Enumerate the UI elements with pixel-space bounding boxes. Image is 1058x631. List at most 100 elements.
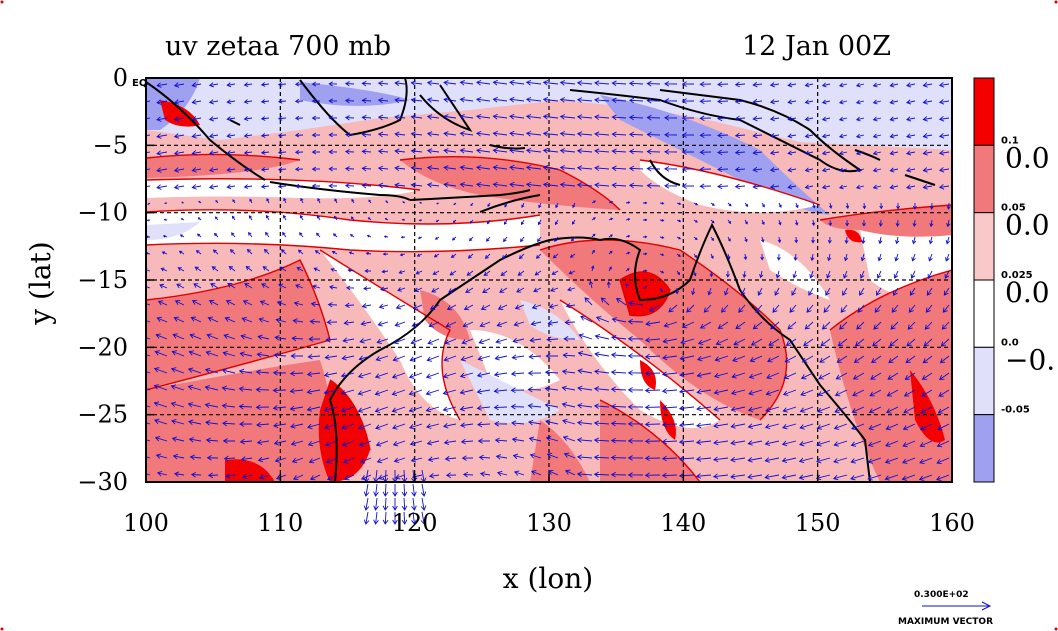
wind-vector (443, 422, 457, 429)
wind-vector (855, 116, 865, 122)
wind-vector (559, 97, 576, 103)
wind-vector (291, 457, 304, 464)
wind-vector (542, 165, 559, 171)
wind-vector (856, 321, 865, 330)
wind-vector (908, 304, 916, 313)
colorbar-level-label: -0.05 (1001, 405, 1030, 416)
wind-vector (311, 98, 321, 104)
wind-vector (821, 116, 831, 122)
wind-vector (146, 134, 151, 137)
wind-vector (459, 372, 474, 379)
wind-vector (375, 423, 389, 430)
wind-vector (449, 270, 457, 276)
wind-vector (760, 253, 765, 261)
wind-vector (611, 148, 627, 155)
wind-vector (311, 81, 321, 87)
wind-vector (755, 304, 763, 313)
wind-vector (278, 283, 287, 289)
wind-vector (838, 99, 848, 105)
wind-vector (274, 457, 287, 463)
contour-fill-region (160, 100, 200, 127)
wind-vector (187, 384, 202, 391)
wind-vector (332, 233, 338, 238)
wind-vector (699, 321, 712, 329)
wind-vector (885, 423, 899, 431)
wind-vector (542, 148, 559, 154)
wind-vector (785, 338, 797, 346)
wind-vector (205, 437, 219, 444)
wind-vector (382, 252, 389, 256)
wind-vector (559, 165, 576, 171)
wind-vector (527, 403, 542, 409)
wind-vector (576, 97, 593, 103)
wind-vector (765, 389, 780, 396)
wind-vector (173, 133, 185, 139)
wind-vector (260, 167, 270, 172)
wind-vector (842, 287, 848, 296)
wind-vector (222, 350, 236, 357)
wind-vector (492, 113, 508, 120)
wind-vector (552, 253, 559, 259)
wind-vector (661, 404, 678, 411)
wind-vector (328, 132, 338, 138)
wind-vector (625, 201, 631, 204)
wind-vector (938, 372, 950, 380)
wind-vector (724, 287, 729, 296)
x-axis-label: x (lon) (503, 562, 593, 595)
wind-vector (764, 457, 780, 463)
grid-lines (146, 78, 952, 482)
wind-vector (231, 215, 236, 221)
wind-vector (314, 250, 321, 255)
wind-vector (855, 167, 865, 173)
wind-vector (646, 80, 661, 87)
wind-vector (594, 114, 610, 120)
wind-vector (486, 219, 491, 225)
coastline (229, 119, 241, 126)
wind-vector (410, 457, 423, 463)
wind-vector (476, 147, 491, 154)
wind-vector (317, 197, 321, 204)
wind-vector (628, 114, 644, 121)
coastline (904, 174, 936, 186)
wind-vector (243, 150, 253, 156)
wind-vector (752, 183, 763, 190)
corner-mark (1054, 0, 1058, 4)
contour-line (639, 159, 821, 206)
wind-vector (170, 384, 185, 391)
wind-vector (357, 406, 372, 413)
wind-vector (608, 234, 613, 238)
wind-vector (272, 387, 287, 394)
wind-vector (306, 388, 321, 395)
wind-vector (922, 133, 933, 139)
contour-line (146, 153, 301, 161)
wind-vector (191, 116, 202, 122)
wind-vector (801, 355, 814, 363)
wind-vector (341, 440, 355, 447)
wind-vector (545, 419, 559, 425)
wind-vector (699, 132, 712, 139)
wind-vector (176, 283, 185, 289)
wind-vector (307, 423, 321, 430)
wind-vector (644, 387, 661, 394)
contour-fill-region (600, 95, 830, 215)
wind-vector (659, 201, 665, 205)
wind-vector (938, 99, 950, 105)
wind-vector (146, 439, 151, 442)
wind-vector (559, 80, 576, 86)
wind-vector (744, 202, 749, 207)
wind-vector (510, 370, 525, 377)
wind-vector (146, 151, 151, 154)
wind-vector (377, 165, 389, 172)
wind-vector (484, 253, 491, 259)
wind-vector (664, 81, 678, 87)
wind-vector (713, 389, 729, 395)
wind-vector (800, 372, 814, 380)
wind-vector (411, 497, 417, 511)
wind-vector (588, 280, 594, 289)
wind-vector (646, 182, 661, 189)
wind-vector (459, 182, 474, 188)
wind-vector (257, 334, 270, 341)
wind-vector (187, 402, 202, 408)
wind-vector (425, 389, 440, 396)
wind-vector (662, 338, 678, 344)
